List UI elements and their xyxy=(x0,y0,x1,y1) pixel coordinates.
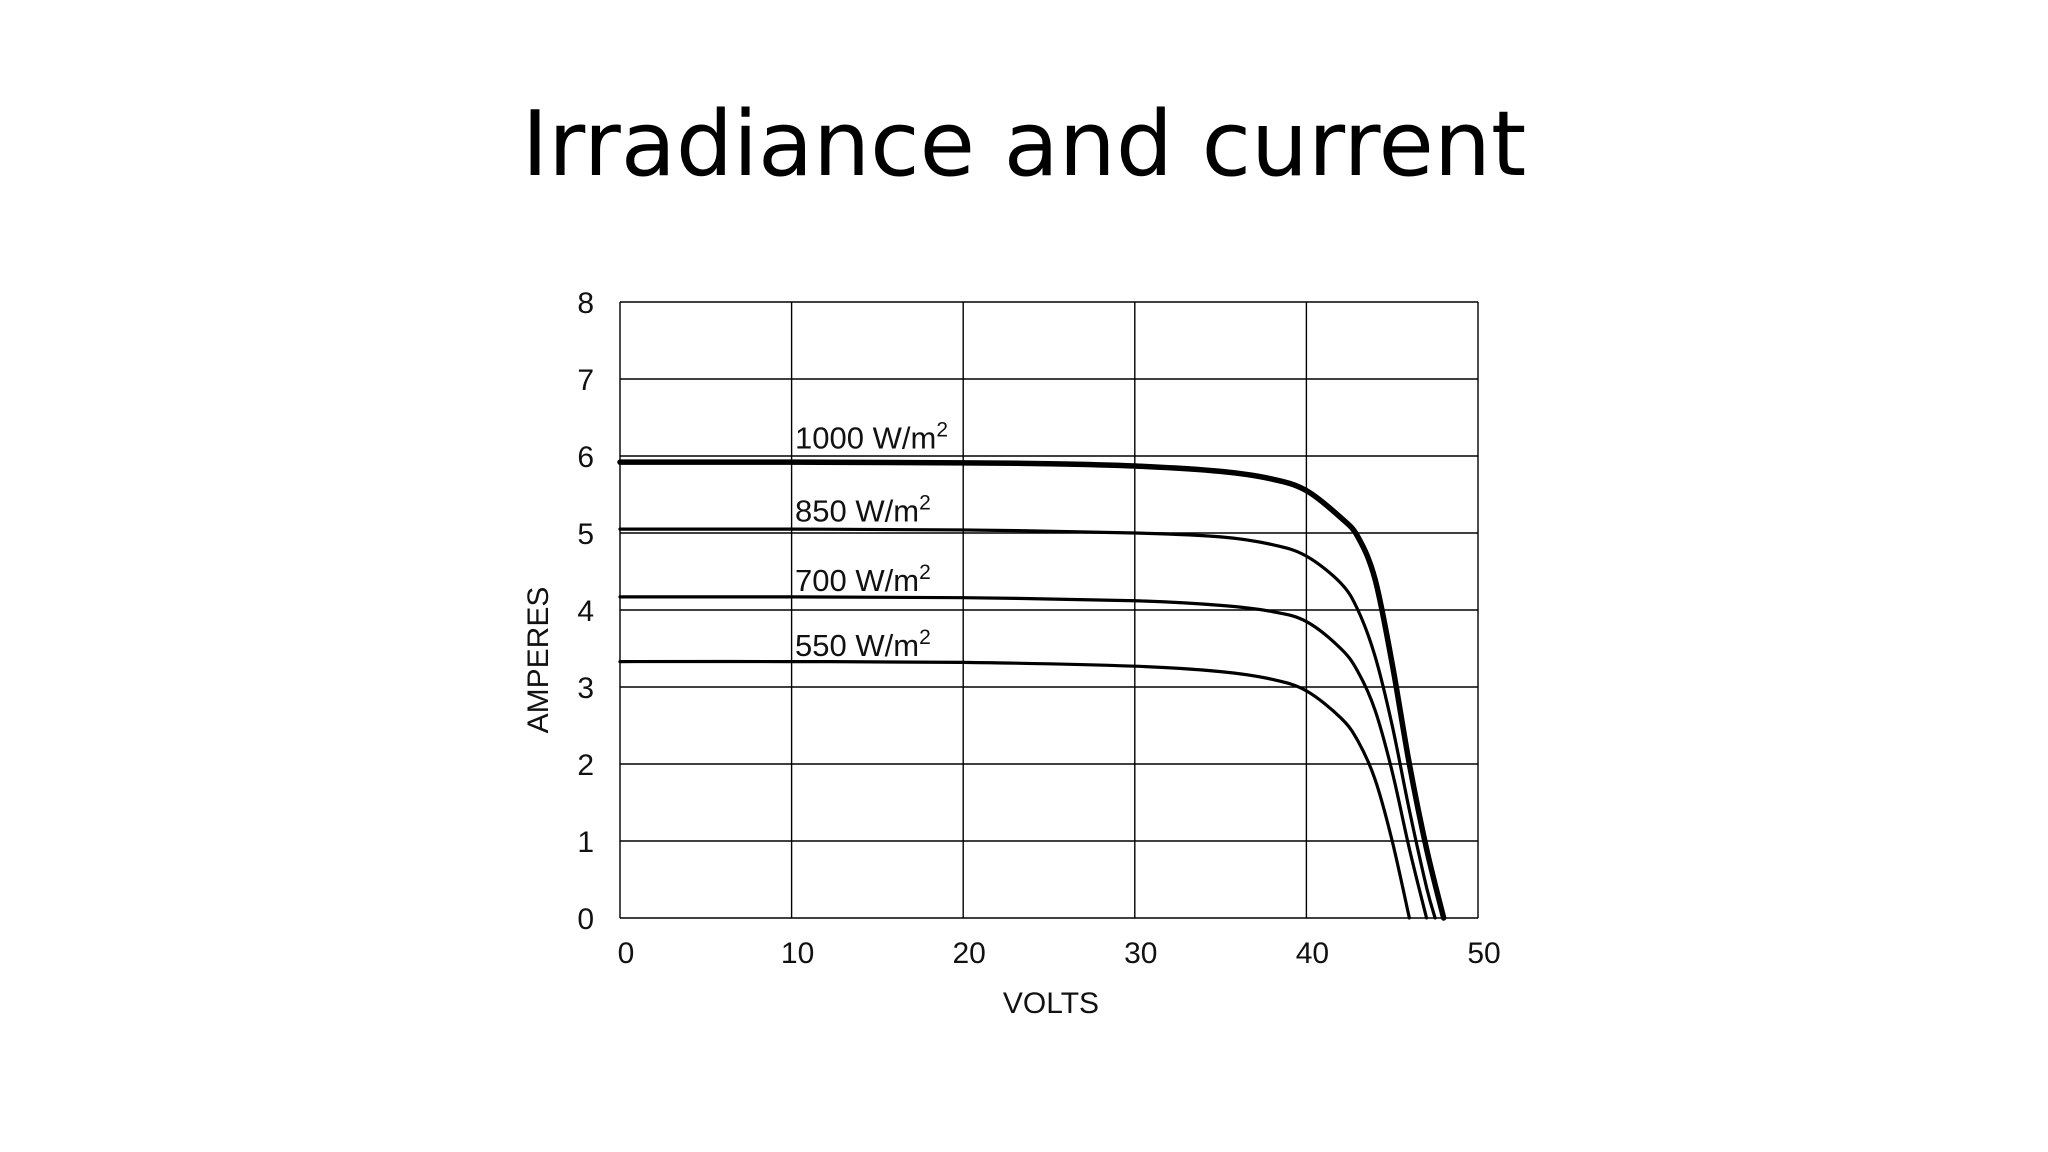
series-label: 1000 W/m2 xyxy=(795,418,948,455)
y-tick-label: 8 xyxy=(577,287,594,320)
tick-labels: 0 10 20 30 40 50 0 1 2 3 4 5 6 7 8 xyxy=(577,287,1500,970)
x-axis-label: VOLTS xyxy=(1003,987,1099,1020)
x-tick-label: 40 xyxy=(1296,937,1329,970)
y-tick-label: 7 xyxy=(577,364,594,397)
series-curve xyxy=(618,659,1411,920)
y-tick-label: 5 xyxy=(577,518,594,551)
x-tick-label: 10 xyxy=(781,937,814,970)
series-curve xyxy=(618,527,1437,920)
series-labels: 1000 W/m2 850 W/m2 700 W/m2 550 W/m2 xyxy=(795,418,948,663)
x-tick-label: 0 xyxy=(618,937,635,970)
y-tick-label: 4 xyxy=(577,595,594,628)
y-axis-label: AMPERES xyxy=(522,587,555,734)
grid xyxy=(619,301,1479,919)
y-tick-label: 0 xyxy=(577,903,594,936)
series-label: 700 W/m2 xyxy=(795,561,931,598)
x-tick-label: 30 xyxy=(1124,937,1157,970)
series-label: 550 W/m2 xyxy=(795,626,931,663)
x-tick-label: 20 xyxy=(953,937,986,970)
series-curves xyxy=(617,459,1447,921)
y-tick-label: 6 xyxy=(577,441,594,474)
y-tick-label: 3 xyxy=(577,672,594,705)
series-label: 850 W/m2 xyxy=(795,491,931,528)
y-tick-label: 1 xyxy=(577,826,594,859)
x-tick-label: 50 xyxy=(1467,937,1500,970)
slide-title: Irradiance and current xyxy=(521,92,1527,197)
series-curve xyxy=(617,459,1447,921)
y-tick-label: 2 xyxy=(577,749,594,782)
series-curve xyxy=(618,595,1429,920)
